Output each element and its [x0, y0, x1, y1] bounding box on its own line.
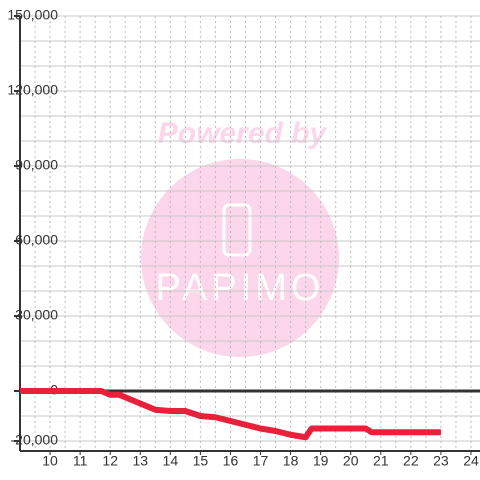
x-tick-label: 24 — [463, 453, 479, 469]
x-tick-label: 12 — [102, 453, 118, 469]
x-tick-label: 11 — [73, 453, 88, 469]
x-tick-label: 23 — [433, 453, 449, 469]
x-tick-label: 20 — [343, 453, 359, 469]
x-tick-label: 19 — [313, 453, 329, 469]
watermark-logo: PAPIMO — [156, 267, 325, 309]
y-tick-label: 60,000 — [15, 232, 58, 248]
y-tick-label: 150,000 — [7, 7, 58, 23]
line — [20, 388, 441, 441]
plot — [20, 388, 441, 441]
x-tick-label: 17 — [253, 453, 269, 469]
x-tick-label: 13 — [132, 453, 148, 469]
x-tick-label: 22 — [403, 453, 419, 469]
y-tick-label: 120,000 — [7, 82, 58, 98]
x-tick-label: 18 — [283, 453, 299, 469]
x-tick-label: 21 — [373, 453, 389, 469]
watermark-text: Powered by — [158, 117, 328, 150]
x-tick-label: 15 — [193, 453, 209, 469]
x-tick-label: 10 — [42, 453, 58, 469]
x-tick-label: 14 — [163, 453, 179, 469]
watermark: Powered by PAPIMO — [141, 117, 339, 357]
y-tick-label: -20,000 — [11, 432, 59, 448]
y-tick-label: 30,000 — [15, 307, 58, 323]
watermark-circle — [141, 159, 339, 357]
x-tick-label: 16 — [223, 453, 239, 469]
y-tick-label: 90,000 — [15, 157, 58, 173]
watermark-phone — [222, 203, 252, 257]
